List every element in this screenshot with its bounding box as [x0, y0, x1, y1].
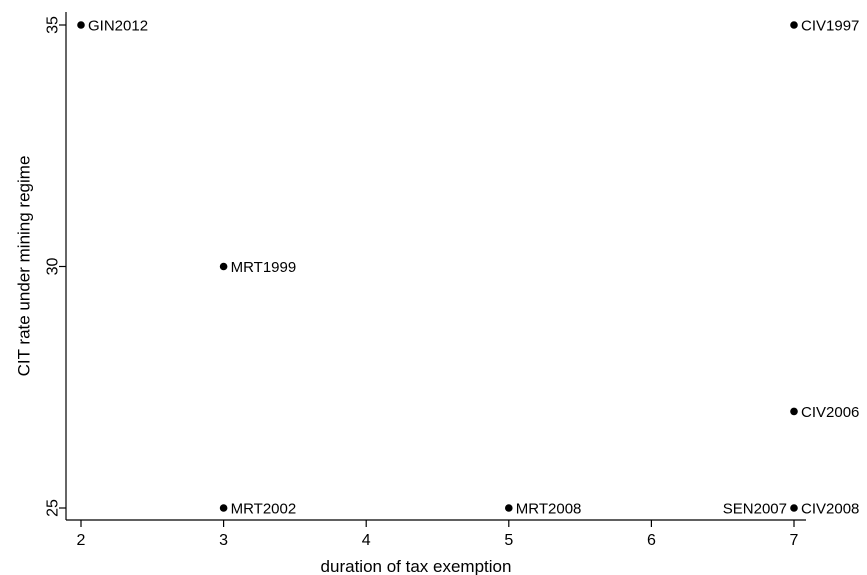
- point-mrt1999: [219, 262, 228, 271]
- x-tick-label-3: 3: [219, 532, 228, 549]
- point-gin2012: [77, 21, 85, 29]
- x-tick-label-5: 5: [504, 532, 513, 549]
- point-civ2006: [790, 407, 798, 416]
- x-tick-label-4: 4: [362, 532, 371, 549]
- x-tick-label-6: 6: [647, 532, 656, 549]
- x-axis-ticks: 2 3 4 5 6 7: [77, 520, 799, 549]
- axes: [65, 12, 806, 521]
- point-label-gin2012: GIN2012: [88, 18, 148, 35]
- point-label-mrt1999: MRT1999: [231, 259, 297, 276]
- point-mrt2002: [219, 504, 228, 512]
- x-tick-label-2: 2: [77, 532, 86, 549]
- point-label-mrt2002: MRT2002: [231, 501, 297, 518]
- point-label-sen2007: SEN2007: [723, 501, 787, 518]
- y-tick-label-35: 35: [45, 16, 62, 34]
- point-civ2008: [790, 504, 798, 512]
- y-axis-title: CIT rate under mining regime: [15, 156, 34, 377]
- x-tick-label-7: 7: [790, 532, 799, 549]
- point-civ1997: [790, 21, 798, 29]
- x-axis-title: duration of tax exemption: [321, 557, 512, 575]
- data-points: GIN2012 CIV1997 MRT1999 CIV2006 MRT2002 MRT20…: [77, 18, 859, 518]
- point-label-mrt2008: MRT2008: [516, 501, 582, 518]
- point-mrt2008: [505, 504, 513, 512]
- point-label-civ2008: CIV2008: [801, 501, 859, 518]
- point-label-civ1997: CIV1997: [801, 18, 859, 35]
- point-label-civ2006: CIV2006: [801, 404, 859, 421]
- y-tick-label-30: 30: [45, 258, 62, 276]
- y-axis-ticks: 25 30 35: [45, 16, 66, 517]
- y-tick-label-25: 25: [45, 499, 62, 517]
